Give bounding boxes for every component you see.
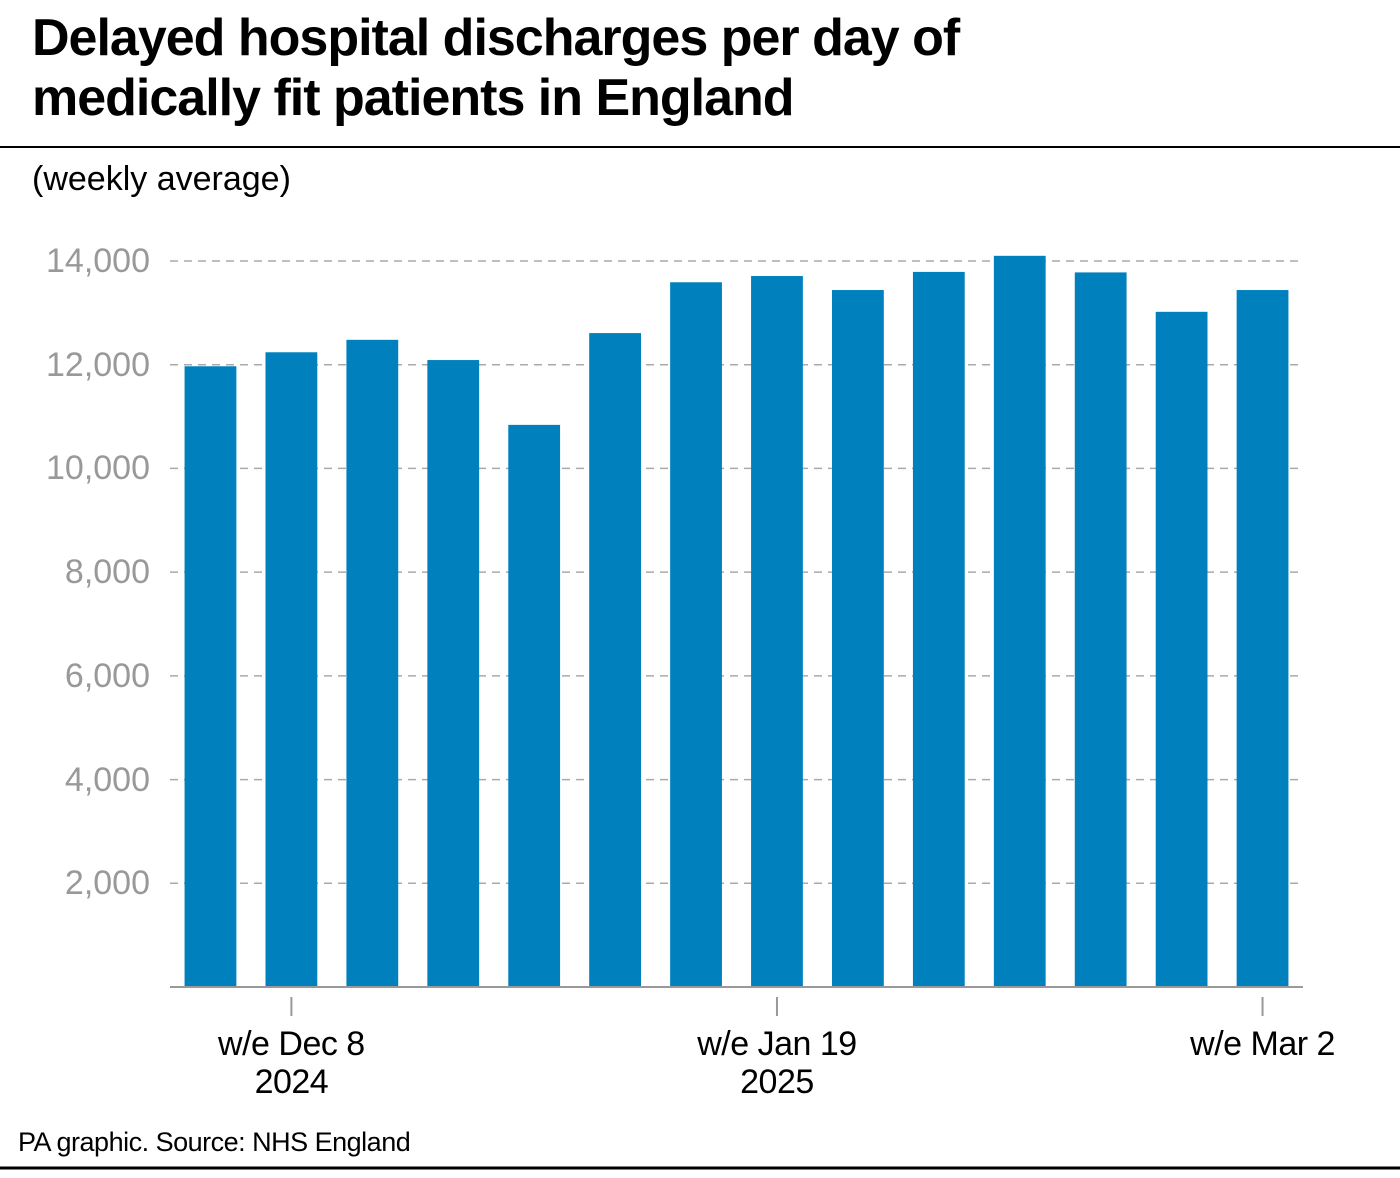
y-tick-label: 4,000	[64, 760, 150, 799]
bar	[1155, 311, 1208, 987]
bar	[831, 290, 884, 987]
bar	[912, 271, 965, 987]
bar	[1074, 272, 1127, 987]
bar	[670, 282, 722, 987]
y-tick-label: 12,000	[46, 345, 150, 384]
y-tick-label: 8,000	[64, 553, 150, 592]
bar	[427, 360, 480, 988]
y-tick-label: 2,000	[64, 864, 150, 903]
bar	[346, 339, 399, 987]
x-tick-label: w/e Dec 8 2024	[218, 1025, 365, 1101]
y-tick-label: 6,000	[64, 656, 150, 695]
bar	[265, 352, 318, 988]
bar	[184, 366, 237, 987]
chart-title: Delayed hospital discharges per day of m…	[32, 9, 960, 127]
bar	[589, 333, 642, 987]
x-tick-label: w/e Jan 19 2025	[697, 1025, 857, 1101]
bar	[508, 424, 561, 988]
subtitle: (weekly average)	[32, 160, 291, 198]
bar	[993, 255, 1046, 988]
y-tick-label: 10,000	[46, 449, 150, 488]
source: PA graphic. Source: NHS England	[18, 1127, 411, 1157]
bar	[751, 276, 803, 987]
y-tick-label: 14,000	[46, 242, 150, 280]
bar	[1236, 290, 1289, 987]
x-tick-label: w/e Mar 2	[1190, 1025, 1335, 1063]
